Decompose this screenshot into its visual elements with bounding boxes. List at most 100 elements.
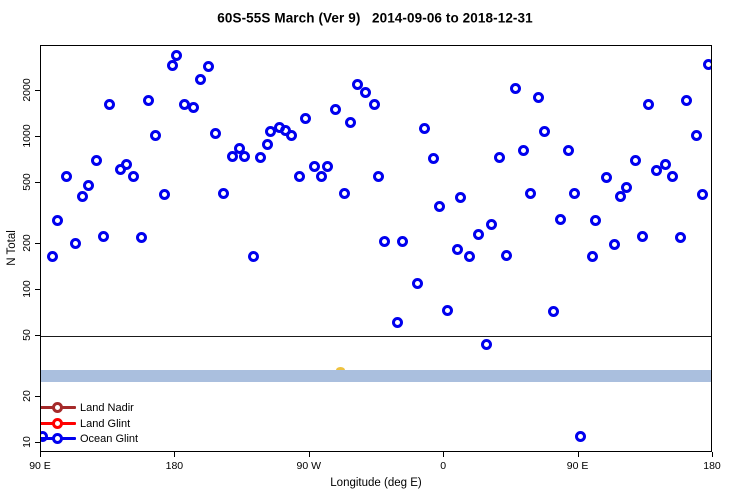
scatter-point bbox=[620, 181, 632, 193]
scatter-point bbox=[510, 83, 522, 95]
y-tick-mark bbox=[35, 335, 40, 337]
scatter-point bbox=[589, 215, 601, 227]
scatter-point bbox=[77, 190, 89, 202]
scatter-point bbox=[255, 152, 267, 164]
scatter-point bbox=[464, 251, 476, 263]
scatter-point bbox=[473, 228, 485, 240]
scatter-point bbox=[650, 165, 662, 177]
legend-label: Ocean Glint bbox=[80, 433, 139, 445]
scatter-point bbox=[69, 238, 81, 250]
y-tick-label: 2000 bbox=[21, 78, 33, 102]
x-tick-label: 90 W bbox=[296, 460, 322, 472]
scatter-point bbox=[568, 187, 580, 199]
scatter-point bbox=[372, 170, 384, 182]
obscured-orange-point bbox=[335, 366, 345, 373]
scatter-point bbox=[226, 150, 238, 162]
scatter-point bbox=[47, 251, 59, 263]
scatter-point bbox=[114, 164, 126, 176]
scatter-point bbox=[637, 230, 649, 242]
scatter-point bbox=[691, 129, 703, 141]
scatter-point bbox=[601, 172, 613, 184]
scatter-point bbox=[428, 153, 440, 165]
scatter-point bbox=[697, 189, 709, 201]
scatter-point bbox=[316, 171, 328, 183]
y-tick-mark bbox=[35, 289, 40, 290]
scatter-point bbox=[195, 74, 207, 86]
scatter-point bbox=[538, 125, 550, 137]
y-tick-label: 10 bbox=[21, 436, 33, 448]
legend-marker-circle bbox=[52, 402, 63, 413]
scatter-point bbox=[392, 317, 404, 329]
scatter-point bbox=[308, 160, 320, 172]
y-tick-label: 200 bbox=[21, 234, 33, 252]
x-tick-mark bbox=[443, 452, 445, 457]
scatter-point bbox=[368, 99, 380, 111]
scatter-point bbox=[574, 431, 586, 443]
y-tick-mark bbox=[35, 89, 40, 91]
scatter-point bbox=[455, 192, 467, 204]
x-tick-mark bbox=[577, 452, 579, 457]
y-tick-label: 1000 bbox=[21, 124, 33, 148]
scatter-point bbox=[41, 431, 48, 443]
x-tick-label: 180 bbox=[703, 460, 721, 472]
x-tick-label: 90 E bbox=[566, 460, 589, 472]
y-tick-mark bbox=[35, 182, 40, 184]
x-tick-mark bbox=[308, 452, 310, 457]
scatter-point bbox=[396, 236, 408, 248]
scatter-point bbox=[293, 171, 305, 183]
y-tick-label: 50 bbox=[21, 329, 33, 341]
scatter-point bbox=[104, 98, 116, 110]
scatter-point bbox=[135, 231, 147, 243]
plot-area: Land Nadir Land Glint Ocean Glint bbox=[40, 45, 712, 452]
y-tick-label: 500 bbox=[21, 173, 33, 191]
scatter-point bbox=[667, 170, 679, 182]
scatter-point bbox=[555, 213, 567, 225]
scatter-point bbox=[359, 87, 371, 99]
scatter-point bbox=[322, 161, 334, 173]
scatter-point bbox=[532, 92, 544, 104]
legend-label: Land Glint bbox=[80, 417, 131, 430]
scatter-point bbox=[128, 170, 140, 182]
scatter-point bbox=[262, 138, 274, 150]
scatter-point bbox=[586, 251, 598, 263]
x-tick-label: 0 bbox=[440, 460, 447, 472]
y-tick-mark bbox=[35, 242, 40, 244]
scatter-point bbox=[434, 201, 446, 213]
scatter-point bbox=[419, 123, 431, 135]
scatter-point bbox=[486, 218, 498, 230]
scatter-point bbox=[411, 278, 423, 290]
scatter-point bbox=[150, 130, 162, 142]
scatter-point bbox=[614, 190, 626, 202]
scatter-point bbox=[659, 158, 671, 170]
scatter-point bbox=[60, 171, 72, 183]
scatter-point bbox=[83, 180, 95, 192]
scatter-point bbox=[143, 95, 155, 107]
scatter-point bbox=[547, 306, 559, 318]
y-tick-mark bbox=[35, 442, 40, 443]
scatter-point bbox=[98, 230, 110, 242]
scatter-point bbox=[171, 50, 183, 62]
scatter-point bbox=[501, 250, 513, 262]
scatter-point bbox=[120, 158, 132, 170]
scatter-point bbox=[247, 251, 259, 263]
scatter-point bbox=[441, 305, 453, 317]
reference-line-n50 bbox=[41, 336, 711, 338]
y-tick-mark bbox=[35, 395, 40, 397]
scatter-point bbox=[210, 128, 222, 140]
scatter-point bbox=[517, 144, 529, 156]
scatter-point bbox=[159, 189, 171, 201]
scatter-point bbox=[338, 188, 350, 200]
scatter-point bbox=[90, 155, 102, 167]
scatter-point bbox=[525, 187, 537, 199]
scatter-point bbox=[452, 243, 464, 255]
scatter-point bbox=[674, 231, 686, 243]
scatter-point bbox=[703, 58, 711, 70]
scatter-point bbox=[629, 155, 641, 167]
scatter-point bbox=[217, 188, 229, 200]
scatter-point bbox=[680, 94, 692, 106]
x-axis-title: Longitude (deg E) bbox=[330, 477, 422, 489]
scatter-point bbox=[286, 129, 298, 141]
scatter-point bbox=[344, 117, 356, 129]
scatter-point bbox=[166, 59, 178, 71]
